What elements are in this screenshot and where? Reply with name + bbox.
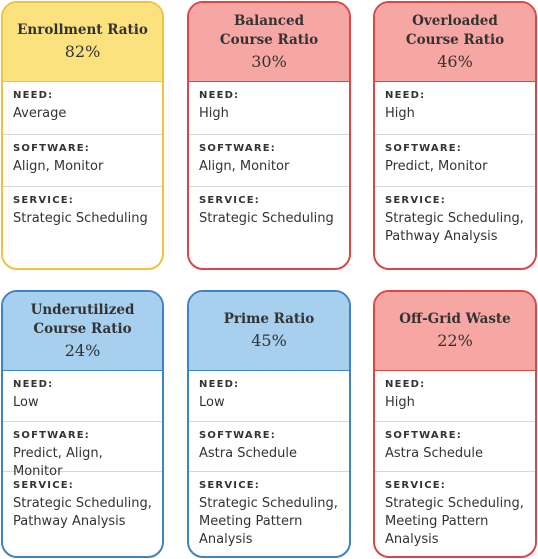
card-overloaded-course-ratio: Overloaded Course Ratio 46% NEED: High S… — [373, 1, 537, 270]
service-value-line-1: Strategic Scheduling, — [13, 496, 152, 511]
service-value-line-1: Strategic Scheduling, — [385, 496, 524, 511]
need-value: High — [385, 106, 415, 121]
card-title-line-1: Balanced — [233, 12, 305, 29]
service-section: SERVICE: Strategic Scheduling, Pathway A… — [3, 471, 162, 531]
card-title-line-2: Course Ratio — [405, 31, 505, 48]
service-value-line-1: Strategic Scheduling — [13, 211, 148, 226]
need-section: NEED: Low — [189, 371, 349, 421]
software-label: SOFTWARE: — [385, 430, 463, 441]
software-value: Predict, Align, Monitor — [13, 446, 103, 479]
card-title-line-1: Prime Ratio — [223, 311, 315, 327]
card-header: Overloaded Course Ratio 46% — [375, 3, 535, 82]
service-section: SERVICE: Strategic Scheduling, Meeting P… — [189, 471, 349, 549]
need-label: NEED: — [385, 379, 426, 390]
need-section: NEED: Average — [3, 82, 162, 134]
need-label: NEED: — [13, 379, 54, 390]
service-value-line-1: Strategic Scheduling — [199, 211, 334, 226]
card-header: Prime Ratio 45% — [189, 292, 349, 371]
card-title-line-1: Underutilized — [30, 301, 135, 318]
software-value: Predict, Monitor — [385, 159, 488, 174]
card-header: Underutilized Course Ratio 24% — [3, 292, 162, 371]
service-label: SERVICE: — [385, 480, 446, 491]
software-section: SOFTWARE: Align, Monitor — [3, 134, 162, 186]
card-percent: 45% — [251, 331, 287, 350]
service-value-line-1: Strategic Scheduling, — [385, 211, 524, 226]
card-title-line-2: Course Ratio — [33, 320, 132, 337]
service-label: SERVICE: — [199, 195, 260, 206]
software-label: SOFTWARE: — [199, 430, 277, 441]
software-value: Astra Schedule — [199, 446, 297, 461]
card-percent: 22% — [437, 331, 473, 350]
service-value-line-3: Analysis — [385, 532, 439, 547]
software-section: SOFTWARE: Astra Schedule — [375, 421, 535, 471]
need-label: NEED: — [199, 379, 240, 390]
service-label: SERVICE: — [385, 195, 446, 206]
need-label: NEED: — [199, 90, 240, 101]
card-title-line-1: Overloaded — [412, 12, 498, 29]
card-off-grid-waste: Off-Grid Waste 22% NEED: High SOFTWARE: … — [373, 290, 537, 558]
software-value: Align, Monitor — [13, 159, 104, 174]
card-underutilized-course-ratio: Underutilized Course Ratio 24% NEED: Low… — [1, 290, 164, 558]
service-value-line-2: Meeting Pattern — [385, 514, 489, 529]
service-section: SERVICE: Strategic Scheduling, Meeting P… — [375, 471, 535, 549]
card-title-line-1: Off-Grid Waste — [399, 311, 511, 327]
service-value-line-2: Pathway Analysis — [385, 229, 498, 244]
need-value: High — [385, 395, 415, 410]
card-header: Off-Grid Waste 22% — [375, 292, 535, 371]
software-value: Astra Schedule — [385, 446, 483, 461]
need-value: High — [199, 106, 229, 121]
software-label: SOFTWARE: — [13, 430, 91, 441]
software-label: SOFTWARE: — [13, 143, 91, 154]
software-section: SOFTWARE: Predict, Align, Monitor — [3, 421, 162, 479]
need-section: NEED: Low — [3, 371, 162, 421]
need-label: NEED: — [385, 90, 426, 101]
software-label: SOFTWARE: — [199, 143, 277, 154]
card-header: Enrollment Ratio 82% — [3, 3, 162, 82]
service-value-line-2: Pathway Analysis — [13, 514, 126, 529]
software-label: SOFTWARE: — [385, 143, 463, 154]
card-header: Balanced Course Ratio 30% — [189, 3, 349, 82]
software-value: Align, Monitor — [199, 159, 290, 174]
service-value-line-1: Strategic Scheduling, — [199, 496, 338, 511]
need-section: NEED: High — [375, 82, 535, 134]
software-section: SOFTWARE: Align, Monitor — [189, 134, 349, 186]
card-title-line-2: Course Ratio — [219, 31, 319, 48]
service-section: SERVICE: Strategic Scheduling, Pathway A… — [375, 186, 535, 246]
service-label: SERVICE: — [13, 195, 74, 206]
card-enrollment-ratio: Enrollment Ratio 82% NEED: Average SOFTW… — [1, 1, 164, 270]
card-title-line-1: Enrollment Ratio — [17, 22, 148, 38]
software-section: SOFTWARE: Predict, Monitor — [375, 134, 535, 186]
need-section: NEED: High — [375, 371, 535, 421]
service-section: SERVICE: Strategic Scheduling — [3, 186, 162, 228]
card-balanced-course-ratio: Balanced Course Ratio 30% NEED: High SOF… — [187, 1, 351, 270]
service-value-line-3: Analysis — [199, 532, 253, 547]
need-value: Low — [13, 395, 39, 410]
card-percent: 82% — [64, 42, 101, 61]
service-section: SERVICE: Strategic Scheduling — [189, 186, 349, 228]
need-value: Low — [199, 395, 225, 410]
card-percent: 46% — [437, 51, 473, 71]
need-section: NEED: High — [189, 82, 349, 134]
need-value: Average — [13, 106, 67, 121]
service-value-line-2: Meeting Pattern — [199, 514, 303, 529]
card-percent: 24% — [64, 340, 101, 360]
software-section: SOFTWARE: Astra Schedule — [189, 421, 349, 471]
service-label: SERVICE: — [199, 480, 260, 491]
card-percent: 30% — [251, 51, 287, 71]
service-label: SERVICE: — [13, 480, 74, 491]
need-label: NEED: — [13, 90, 54, 101]
card-prime-ratio: Prime Ratio 45% NEED: Low SOFTWARE: Astr… — [187, 290, 351, 558]
